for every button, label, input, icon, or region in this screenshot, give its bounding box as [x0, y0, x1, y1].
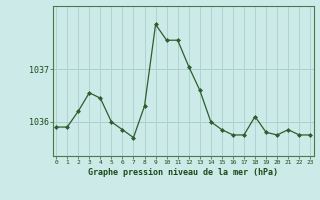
X-axis label: Graphe pression niveau de la mer (hPa): Graphe pression niveau de la mer (hPa) — [88, 168, 278, 177]
